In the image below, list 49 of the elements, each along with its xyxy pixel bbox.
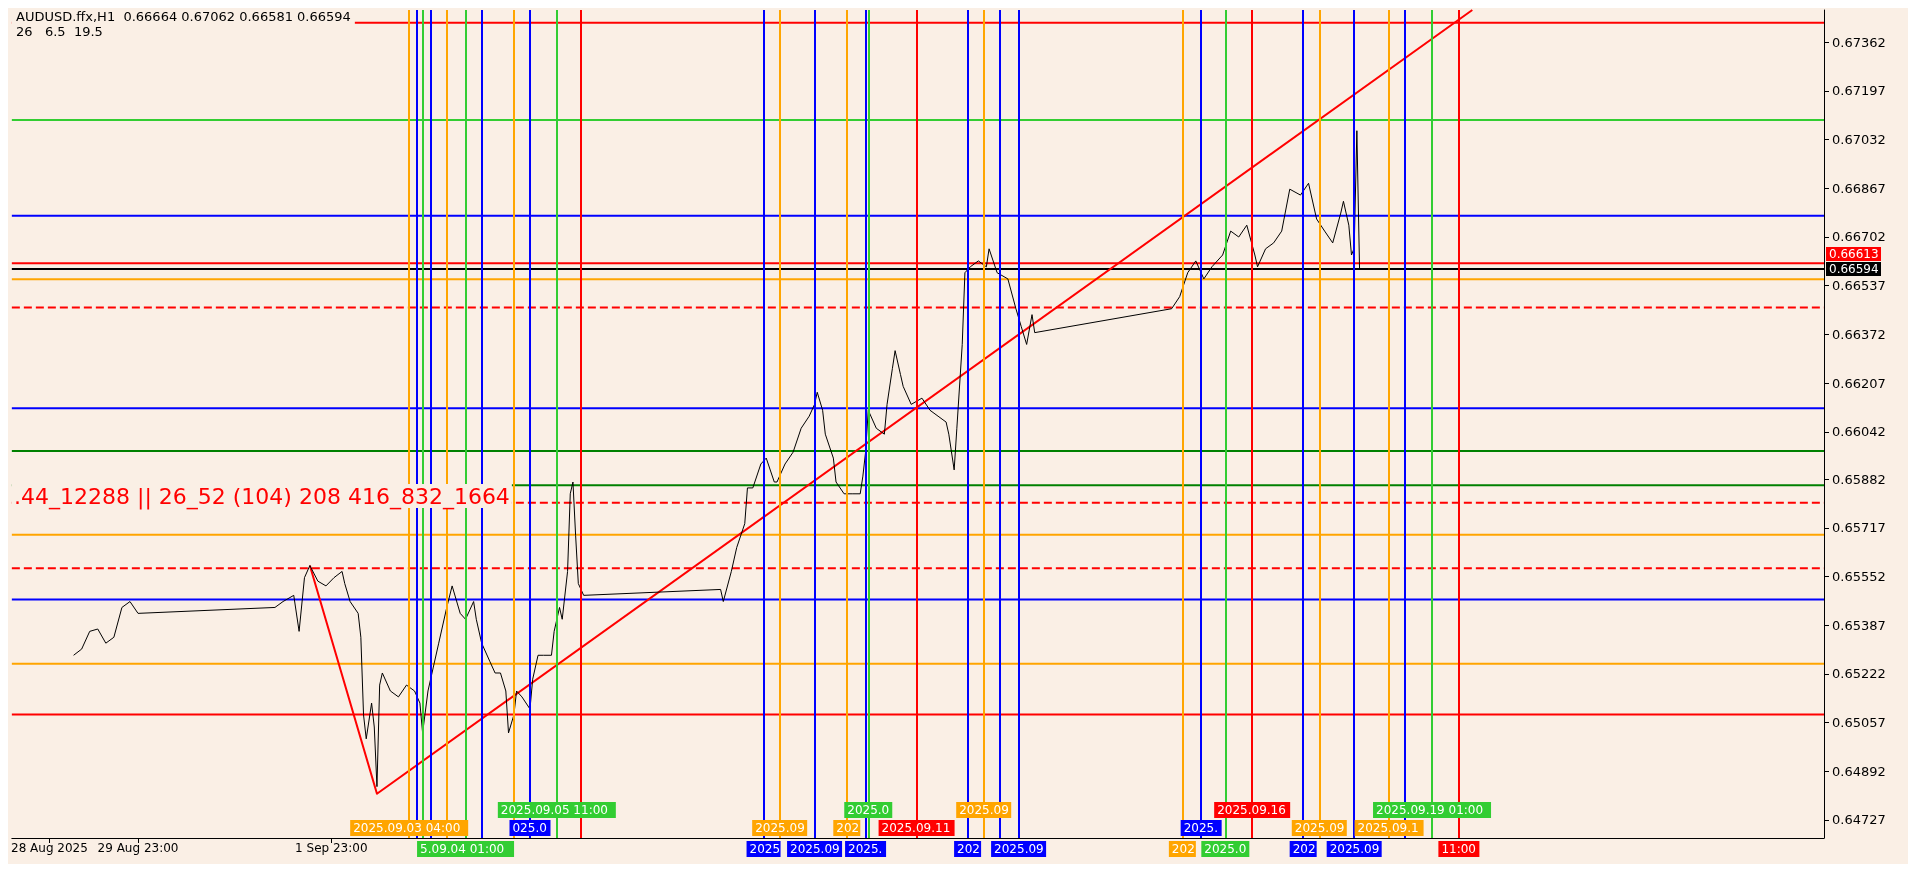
ref-line-label: 2025.09.11 bbox=[881, 821, 951, 835]
x-tick-label: 28 Aug 2025 bbox=[11, 841, 88, 855]
y-tick-label: 0.67197 bbox=[1832, 83, 1886, 99]
y-tick-label: 0.66702 bbox=[1832, 229, 1886, 245]
y-tick-label: 0.65552 bbox=[1832, 568, 1886, 584]
y-tick-label: 0.66207 bbox=[1832, 375, 1886, 391]
y-tick-label: 0.64892 bbox=[1832, 763, 1886, 779]
ref-line-label: 2025.09 bbox=[959, 803, 1009, 817]
ref-line-label: 11:00 bbox=[1441, 842, 1476, 856]
y-tick-label: 0.65057 bbox=[1832, 715, 1886, 731]
x-tick-label: 1 Sep 23:00 bbox=[295, 841, 368, 855]
ref-line-label: 2025.09 bbox=[755, 821, 805, 835]
ref-line-label: 202 bbox=[957, 842, 980, 856]
ref-line-label: 025.0 bbox=[512, 821, 547, 835]
y-tick-label: 0.65222 bbox=[1832, 666, 1886, 682]
y-tick-label: 0.67362 bbox=[1832, 34, 1886, 50]
y-tick-label: 0.65717 bbox=[1832, 520, 1886, 536]
ref-line-label: 202 bbox=[836, 821, 860, 835]
y-tick-label: 0.66867 bbox=[1832, 180, 1886, 196]
ref-line-label: 202 bbox=[1292, 842, 1316, 856]
ref-line-label: 2025.0 bbox=[1204, 842, 1247, 856]
ref-line-label: 0.66594 bbox=[1829, 261, 1879, 276]
ref-line-label: 2025.09.1 bbox=[1357, 821, 1419, 835]
ref-line-label: 2025.09 bbox=[790, 842, 840, 856]
y-tick-label: 0.65387 bbox=[1832, 617, 1886, 633]
ref-line-label: 2025. bbox=[1183, 821, 1219, 835]
ref-line-label: 5.09.04 01:00 bbox=[420, 842, 505, 856]
x-tick-label: 29 Aug 23:00 bbox=[97, 841, 179, 855]
ref-line-label: 202 bbox=[1171, 842, 1195, 856]
ref-line-label: 2025.09.03 04:00 bbox=[353, 821, 461, 835]
ref-line-label: 0.66613 bbox=[1829, 246, 1879, 261]
y-tick-label: 0.66042 bbox=[1832, 424, 1886, 440]
ref-line-label: 2025.09.05 11:00 bbox=[500, 803, 608, 817]
ref-line-label: 2025.09 bbox=[1329, 842, 1380, 856]
text: 26 6.5 19.5 bbox=[16, 24, 103, 39]
ref-line-label: 2025. bbox=[848, 842, 883, 856]
y-tick-label: 0.66372 bbox=[1832, 326, 1886, 342]
y-tick-label: 0.64727 bbox=[1832, 812, 1886, 828]
ref-line-label: 2025.09 bbox=[1294, 821, 1345, 835]
ref-line-label: 2025 bbox=[749, 842, 781, 856]
y-tick-label: 0.65882 bbox=[1832, 471, 1886, 487]
ref-line-label: 2025.0 bbox=[847, 803, 890, 817]
chart-title: AUDUSD.ffx,H1 0.66664 0.67062 0.66581 0.66594 bbox=[16, 9, 351, 24]
annotation: .44_12288 || 26_52 (104) 208 416_832_1664 bbox=[14, 483, 510, 510]
ref-line-label: 2025.09 bbox=[994, 842, 1044, 856]
y-tick-label: 0.66537 bbox=[1832, 278, 1886, 294]
ref-line-label: 2025.09.19 01:00 bbox=[1376, 803, 1484, 817]
ref-line-label: 2025.09.16 bbox=[1217, 803, 1286, 817]
y-tick-label: 0.67032 bbox=[1832, 132, 1886, 148]
